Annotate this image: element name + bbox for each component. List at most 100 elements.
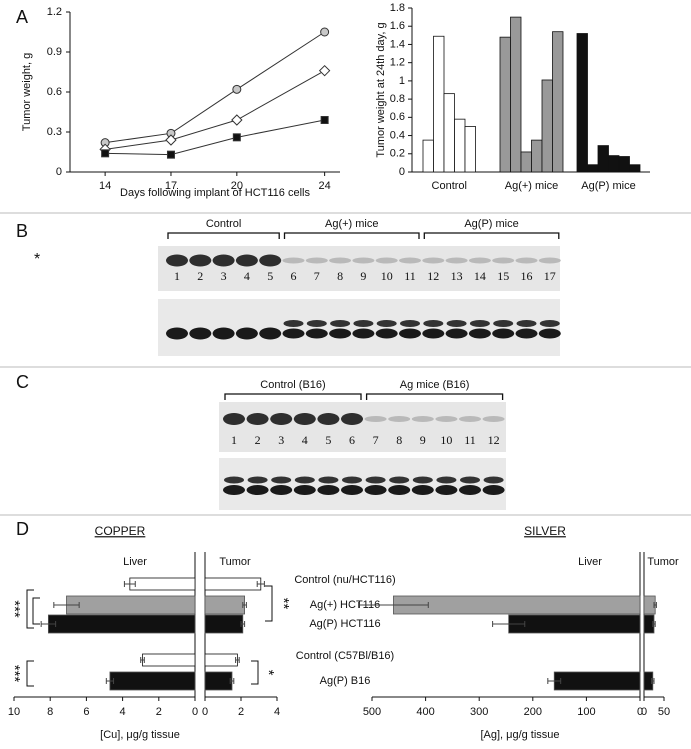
bar	[597, 145, 609, 173]
bar	[520, 151, 532, 173]
bracket	[224, 393, 362, 400]
band	[400, 320, 420, 327]
bracket	[423, 232, 560, 239]
band	[435, 485, 458, 495]
band	[539, 320, 560, 327]
y-tick-label: 0.4	[390, 129, 405, 141]
lane-number: 12	[427, 269, 439, 283]
band	[375, 328, 398, 339]
chart-title: SILVER	[524, 524, 566, 538]
y-axis-label: Tumor weight, g	[21, 53, 33, 131]
band	[515, 328, 538, 339]
band	[270, 413, 293, 425]
marker	[320, 116, 329, 124]
band	[223, 485, 245, 495]
bar	[422, 139, 434, 173]
x-tick-label: 0	[192, 706, 198, 718]
bar	[464, 126, 476, 173]
y-tick-label: 0.3	[47, 126, 62, 138]
group-label: Ag(P) mice	[464, 218, 518, 230]
band	[166, 254, 188, 267]
marker	[231, 114, 243, 126]
marker	[232, 133, 241, 142]
y-tick-label: 1.4	[390, 38, 405, 50]
y-tick-label: 0.6	[390, 111, 405, 123]
y-tick-label: 1	[399, 75, 405, 87]
y-tick-label: 0.9	[47, 46, 62, 58]
marker	[318, 64, 331, 77]
band	[364, 485, 387, 495]
blot-strip	[219, 458, 506, 510]
bar	[204, 614, 244, 634]
x-tick-label: 0	[202, 706, 208, 718]
band	[388, 485, 411, 495]
band	[166, 327, 188, 340]
band	[282, 257, 305, 264]
y-tick-label: 0.6	[47, 86, 62, 98]
lane-number: 10	[381, 269, 393, 283]
y-tick-label: 0.2	[390, 148, 405, 160]
marker	[320, 27, 330, 37]
band	[436, 476, 457, 484]
lane-number: 2	[255, 433, 261, 447]
category-label: Ag(+) HCT116	[310, 599, 380, 611]
lane-number: 11	[404, 269, 416, 283]
band	[341, 413, 363, 425]
band	[352, 257, 375, 264]
x-tick-label: 2	[156, 706, 162, 718]
group-label: Ag mice (B16)	[400, 379, 470, 391]
bar	[433, 35, 445, 173]
lane-number: 6	[291, 269, 297, 283]
band	[212, 327, 235, 340]
band	[459, 416, 481, 422]
bar	[443, 93, 455, 173]
band	[376, 320, 397, 327]
y-tick-label: 0	[56, 166, 62, 178]
band	[435, 416, 458, 422]
lane-number: 3	[278, 433, 284, 447]
lane-number: 10	[440, 433, 452, 447]
side-label: Liver	[123, 556, 147, 568]
marker	[166, 150, 175, 159]
group-label: Ag(+) mice	[505, 180, 559, 192]
x-tick-label: 8	[47, 706, 53, 718]
lane-number: 17	[544, 269, 556, 283]
bar	[204, 595, 245, 615]
chart-title: COPPER	[95, 524, 146, 538]
lane-number: 16	[521, 269, 533, 283]
band	[223, 413, 245, 425]
bar	[204, 653, 238, 667]
lane-number: 15	[497, 269, 509, 283]
x-tick-label: 6	[83, 706, 89, 718]
bar	[629, 164, 641, 173]
blot-strip	[158, 299, 560, 356]
band	[189, 254, 212, 267]
bar	[499, 36, 511, 173]
lane-number: 3	[221, 269, 227, 283]
band	[259, 254, 282, 267]
y-tick-label: 1.2	[390, 57, 405, 69]
lane-number: 6	[349, 433, 355, 447]
significance: ***	[6, 600, 23, 618]
band	[375, 257, 398, 264]
bar	[552, 31, 564, 173]
band	[412, 476, 433, 484]
x-tick-label: 400	[416, 706, 434, 718]
y-tick-label: 0.8	[390, 93, 405, 105]
bar	[508, 614, 641, 634]
band	[482, 416, 505, 422]
band	[445, 257, 468, 264]
lane-number: 4	[244, 269, 250, 283]
band	[330, 320, 351, 327]
group-label: Ag(P) mice	[581, 180, 635, 192]
band	[293, 413, 316, 425]
category-label: Control (C57Bl/B16)	[296, 650, 394, 662]
blot-strip	[219, 402, 506, 452]
band	[365, 476, 386, 484]
series-line	[105, 70, 325, 150]
band	[235, 254, 258, 267]
band	[341, 485, 363, 495]
panel-label: D	[16, 519, 29, 539]
lane-number: 2	[197, 269, 203, 283]
